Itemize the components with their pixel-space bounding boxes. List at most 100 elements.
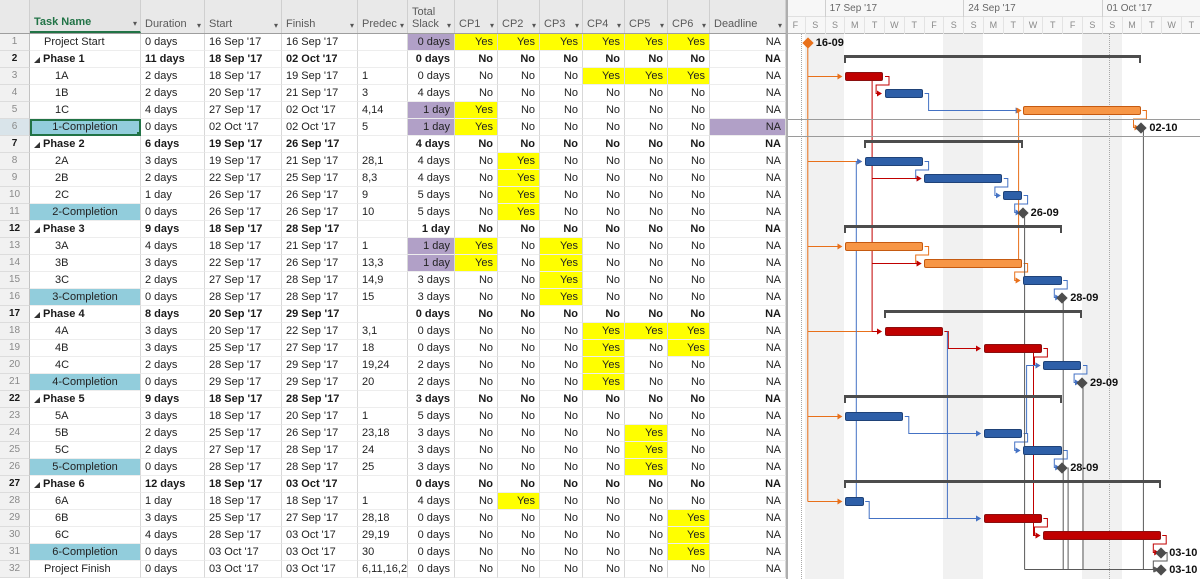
cp2-cell[interactable]: No — [498, 289, 540, 306]
total-slack-cell[interactable]: 3 days — [408, 391, 455, 408]
cp3-cell[interactable]: No — [540, 510, 583, 527]
total-slack-cell[interactable]: 4 days — [408, 170, 455, 187]
total-slack-cell[interactable]: 0 days — [408, 51, 455, 68]
cp1-cell[interactable]: No — [455, 323, 498, 340]
cp1-cell[interactable]: No — [455, 340, 498, 357]
finish-date-cell[interactable]: 29 Sep '17 — [282, 374, 358, 391]
cp5-cell[interactable]: No — [625, 85, 668, 102]
duration-cell[interactable]: 1 day — [141, 187, 205, 204]
deadline-cell[interactable]: NA — [710, 238, 786, 255]
start-date-cell[interactable]: 18 Sep '17 — [205, 68, 282, 85]
cp1-cell[interactable]: Yes — [455, 255, 498, 272]
gantt-task-bar-2B[interactable] — [924, 174, 1002, 183]
predecessors-cell[interactable] — [358, 51, 408, 68]
task-name-cell[interactable]: 2-Completion — [30, 204, 141, 221]
cp5-cell[interactable]: No — [625, 153, 668, 170]
cp5-cell[interactable]: No — [625, 102, 668, 119]
row-number-cell[interactable]: 9 — [0, 170, 30, 187]
finish-date-cell[interactable]: 03 Oct '17 — [282, 561, 358, 578]
predecessors-cell[interactable]: 4,14 — [358, 102, 408, 119]
gantt-task-bar-2A[interactable] — [865, 157, 923, 166]
predecessors-cell[interactable] — [358, 221, 408, 238]
total-slack-cell[interactable]: 4 days — [408, 85, 455, 102]
total-slack-cell[interactable]: 0 days — [408, 34, 455, 51]
duration-cell[interactable]: 6 days — [141, 136, 205, 153]
row-number-cell[interactable]: 27 — [0, 476, 30, 493]
cp2-cell[interactable]: No — [498, 238, 540, 255]
task-name-cell[interactable]: Phase 2 — [30, 136, 141, 153]
cp3-cell[interactable]: No — [540, 187, 583, 204]
start-date-cell[interactable]: 20 Sep '17 — [205, 323, 282, 340]
start-date-cell[interactable]: 27 Sep '17 — [205, 102, 282, 119]
task-name-cell[interactable]: 3C — [30, 272, 141, 289]
cp1-cell[interactable]: No — [455, 204, 498, 221]
start-date-cell[interactable]: 18 Sep '17 — [205, 51, 282, 68]
row-number-cell[interactable]: 10 — [0, 187, 30, 204]
task-name-cell[interactable]: 4C — [30, 357, 141, 374]
cp6-cell[interactable]: No — [668, 255, 710, 272]
cp6-cell[interactable]: Yes — [668, 68, 710, 85]
start-date-cell[interactable]: 25 Sep '17 — [205, 510, 282, 527]
cp5-cell[interactable]: No — [625, 51, 668, 68]
cp4-cell[interactable]: No — [583, 153, 625, 170]
deadline-cell[interactable]: NA — [710, 187, 786, 204]
deadline-cell[interactable]: NA — [710, 357, 786, 374]
cp6-cell[interactable]: No — [668, 476, 710, 493]
duration-cell[interactable]: 9 days — [141, 221, 205, 238]
row-number-cell[interactable]: 28 — [0, 493, 30, 510]
cp2-cell[interactable]: Yes — [498, 187, 540, 204]
start-date-cell[interactable]: 19 Sep '17 — [205, 153, 282, 170]
row-number-cell[interactable]: 8 — [0, 153, 30, 170]
cp4-cell[interactable]: No — [583, 510, 625, 527]
gantt-task-bar-5C[interactable] — [1023, 446, 1062, 455]
cp6-cell[interactable]: No — [668, 357, 710, 374]
start-date-cell[interactable]: 28 Sep '17 — [205, 527, 282, 544]
finish-date-cell[interactable]: 28 Sep '17 — [282, 391, 358, 408]
cp5-cell[interactable]: No — [625, 476, 668, 493]
task-name-cell[interactable]: 3A — [30, 238, 141, 255]
expand-collapse-icon[interactable] — [34, 227, 40, 233]
cp4-cell[interactable]: Yes — [583, 68, 625, 85]
total-slack-cell[interactable]: 0 days — [408, 323, 455, 340]
cp3-cell[interactable]: Yes — [540, 34, 583, 51]
total-slack-cell[interactable]: 4 days — [408, 493, 455, 510]
total-slack-cell[interactable]: 3 days — [408, 289, 455, 306]
cp3-cell[interactable]: No — [540, 221, 583, 238]
gantt-summary-bar[interactable] — [844, 395, 1062, 398]
filter-dropdown-icon[interactable]: ▾ — [400, 21, 404, 30]
finish-date-cell[interactable]: 28 Sep '17 — [282, 272, 358, 289]
start-date-cell[interactable]: 27 Sep '17 — [205, 272, 282, 289]
column-header-cp6[interactable]: CP6▾ — [668, 0, 710, 33]
filter-dropdown-icon[interactable]: ▾ — [197, 21, 201, 30]
row-number-cell[interactable]: 14 — [0, 255, 30, 272]
deadline-cell[interactable]: NA — [710, 102, 786, 119]
predecessors-cell[interactable]: 1 — [358, 68, 408, 85]
row-number-cell[interactable]: 23 — [0, 408, 30, 425]
cp2-cell[interactable]: No — [498, 476, 540, 493]
start-date-cell[interactable]: 22 Sep '17 — [205, 255, 282, 272]
start-date-cell[interactable]: 18 Sep '17 — [205, 493, 282, 510]
cp1-cell[interactable]: No — [455, 85, 498, 102]
cp6-cell[interactable]: No — [668, 102, 710, 119]
row-number-cell[interactable]: 1 — [0, 34, 30, 51]
finish-date-cell[interactable]: 26 Sep '17 — [282, 255, 358, 272]
cp2-cell[interactable]: No — [498, 408, 540, 425]
gantt-task-bar-4C[interactable] — [1043, 361, 1082, 370]
duration-cell[interactable]: 3 days — [141, 408, 205, 425]
duration-cell[interactable]: 0 days — [141, 119, 205, 136]
cp6-cell[interactable]: No — [668, 425, 710, 442]
cp3-cell[interactable]: No — [540, 391, 583, 408]
cp4-cell[interactable]: No — [583, 459, 625, 476]
task-name-cell[interactable]: Phase 1 — [30, 51, 141, 68]
duration-cell[interactable]: 2 days — [141, 442, 205, 459]
cp2-cell[interactable]: No — [498, 323, 540, 340]
duration-cell[interactable]: 3 days — [141, 510, 205, 527]
total-slack-cell[interactable]: 3 days — [408, 459, 455, 476]
finish-date-cell[interactable]: 26 Sep '17 — [282, 425, 358, 442]
gantt-task-bar-6C[interactable] — [1043, 531, 1161, 540]
predecessors-cell[interactable]: 28,18 — [358, 510, 408, 527]
cp4-cell[interactable]: Yes — [583, 357, 625, 374]
filter-dropdown-icon[interactable]: ▾ — [702, 21, 706, 30]
total-slack-cell[interactable]: 2 days — [408, 357, 455, 374]
cp2-cell[interactable]: No — [498, 68, 540, 85]
